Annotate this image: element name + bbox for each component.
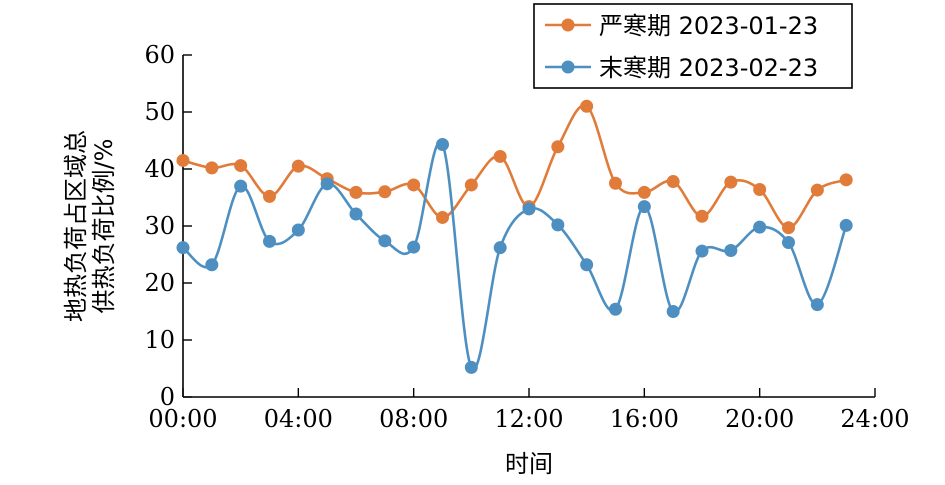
data-point — [724, 244, 738, 258]
series-1 — [176, 99, 853, 235]
data-point — [378, 234, 392, 248]
x-tick-label: 16:00 — [610, 405, 679, 433]
data-point — [263, 234, 276, 248]
data-point — [839, 173, 853, 187]
data-point — [782, 236, 795, 250]
data-point — [609, 176, 622, 190]
legend-label: 末寒期 2023-02-23 — [599, 54, 818, 82]
series-layer — [176, 99, 853, 374]
data-point — [378, 185, 392, 199]
data-point — [436, 210, 449, 224]
data-point — [205, 258, 219, 272]
data-point — [407, 178, 421, 192]
y-ticks: 0 10 20 30 40 50 60 — [144, 41, 192, 411]
data-point — [753, 220, 767, 234]
y-tick-label: 40 — [144, 155, 175, 183]
legend-label: 严寒期 2023-01-23 — [599, 12, 818, 40]
legend: 严寒期 2023-01-23 末寒期 2023-02-23 — [533, 3, 853, 89]
data-point — [493, 241, 507, 255]
y-axis-title-line-1: 地热负荷占区域总 — [62, 130, 90, 322]
data-point — [234, 179, 248, 193]
data-point — [464, 178, 478, 192]
data-point — [522, 202, 536, 216]
data-point — [580, 258, 594, 272]
legend-swatch-marker — [561, 60, 575, 74]
y-tick-label: 10 — [144, 326, 175, 354]
data-point — [349, 207, 363, 221]
data-point — [782, 221, 795, 235]
y-tick-label: 50 — [144, 98, 175, 126]
data-point — [349, 185, 363, 199]
data-point — [695, 209, 709, 223]
legend-items: 严寒期 2023-01-23 末寒期 2023-02-23 — [545, 12, 818, 82]
y-tick-label: 60 — [144, 41, 175, 69]
x-tick-label: 24:00 — [840, 405, 909, 433]
series-line — [182, 140, 848, 371]
data-point — [176, 241, 190, 255]
data-point — [580, 99, 594, 113]
data-point — [609, 302, 622, 316]
data-point — [810, 183, 824, 197]
x-tick-label: 08:00 — [379, 405, 448, 433]
data-point — [637, 185, 651, 199]
data-point — [839, 218, 853, 232]
data-point — [407, 240, 421, 254]
x-tick-label: 20:00 — [725, 405, 794, 433]
y-tick-label: 20 — [144, 269, 175, 297]
data-point — [234, 159, 248, 173]
data-point — [695, 244, 709, 258]
x-ticks: 00:00 04:00 08:00 12:00 16:00 20:00 24:00 — [148, 388, 910, 433]
data-point — [637, 200, 651, 214]
legend-swatch-marker — [561, 18, 575, 32]
x-axis-title: 时间 — [505, 450, 553, 478]
data-point — [263, 189, 276, 203]
data-point — [551, 218, 565, 232]
data-point — [666, 305, 680, 318]
data-point — [551, 140, 565, 154]
x-tick-label: 00:00 — [148, 405, 217, 433]
data-point — [291, 223, 305, 237]
data-point — [493, 149, 507, 163]
data-point — [291, 159, 305, 173]
y-axis-title-line-2: 供热负荷比例/% — [90, 139, 118, 314]
x-tick-label: 04:00 — [264, 405, 333, 433]
y-tick-label: 30 — [144, 212, 175, 240]
data-point — [753, 183, 767, 197]
series-line — [182, 104, 847, 230]
data-point — [436, 137, 449, 151]
data-point — [464, 360, 478, 374]
x-tick-label: 12:00 — [494, 405, 563, 433]
data-point — [724, 175, 738, 189]
y-tick-label: 0 — [160, 383, 175, 411]
data-point — [320, 177, 334, 191]
data-point — [810, 298, 824, 312]
data-point — [205, 161, 219, 175]
data-point — [176, 153, 190, 167]
legend-box — [533, 3, 853, 89]
data-point — [666, 175, 680, 189]
series-2 — [176, 137, 853, 374]
